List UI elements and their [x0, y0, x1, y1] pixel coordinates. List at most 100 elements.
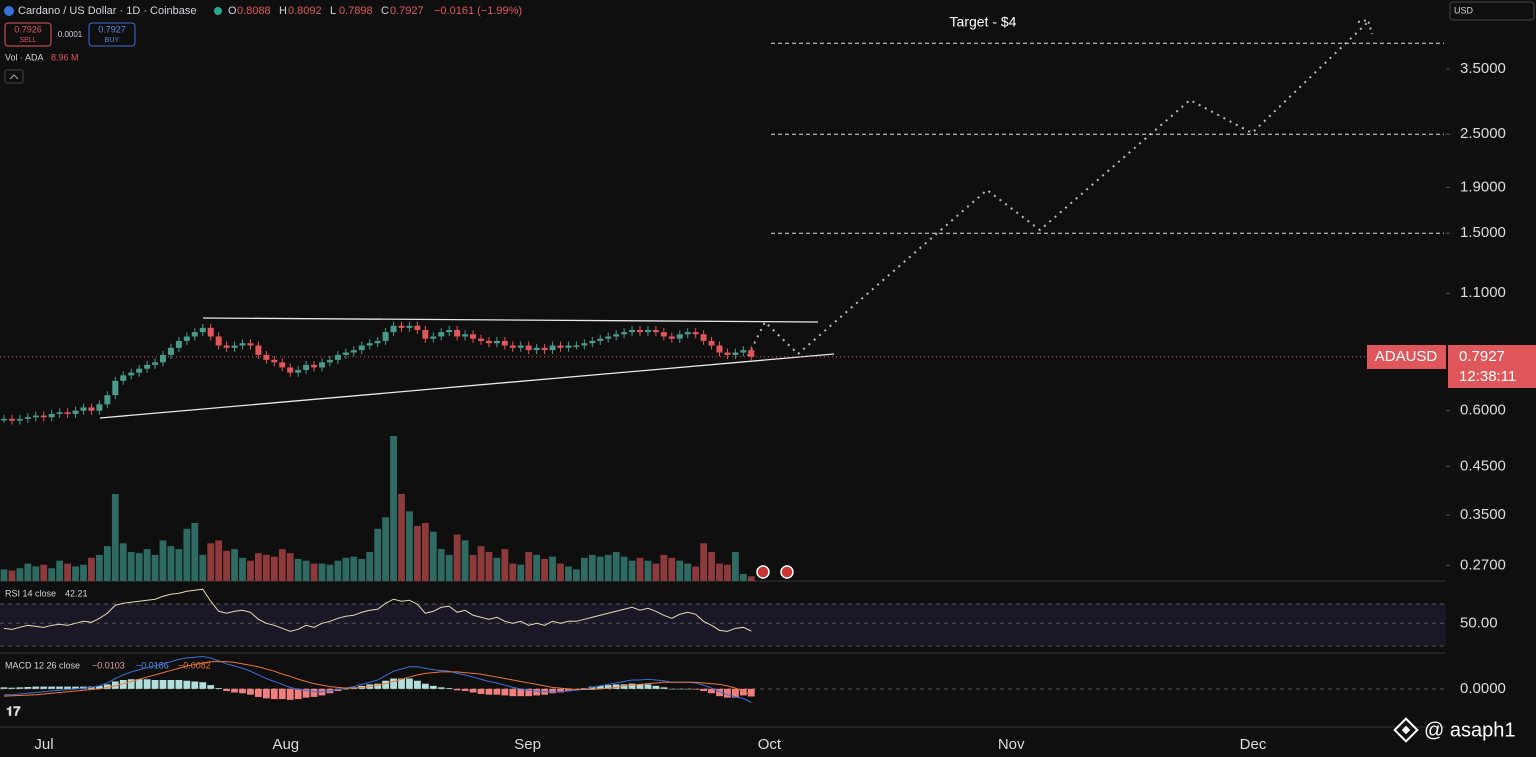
macd-histogram-bar	[477, 688, 485, 694]
macd-histogram-bar	[509, 688, 517, 697]
volume-bar	[167, 546, 175, 581]
volume-bar	[747, 576, 755, 581]
volume-bar	[103, 546, 111, 581]
macd-histogram-bar	[270, 688, 278, 700]
symbol-icon	[4, 6, 14, 16]
macd-histogram-bar	[207, 685, 215, 689]
candle-body	[247, 343, 254, 346]
candle-body	[88, 407, 95, 411]
macd-histogram-bar	[732, 688, 739, 698]
volume-bar	[660, 554, 668, 581]
collapse-button[interactable]	[4, 69, 24, 84]
candle-body	[303, 364, 310, 371]
macd-histogram-bar	[24, 686, 32, 689]
buy-button[interactable]	[88, 22, 136, 47]
volume-bar	[668, 557, 676, 581]
candle-body	[493, 340, 500, 344]
ohlc-key: L	[330, 5, 336, 17]
macd-histogram-bar	[175, 680, 183, 689]
volume-bar	[485, 552, 493, 581]
rsi-line	[3, 588, 752, 632]
currency-box[interactable]	[1449, 1, 1535, 21]
resistance-line	[202, 317, 819, 323]
macd-histogram-bar	[716, 688, 723, 697]
volume-bar	[684, 563, 692, 581]
candle-body	[215, 336, 222, 346]
macd-histogram-bar	[294, 688, 302, 700]
candle-body	[549, 345, 556, 351]
macd-histogram-bar	[32, 686, 40, 689]
candle-body	[1, 418, 7, 421]
volume-bar	[255, 553, 262, 581]
macd-histogram-bar	[461, 688, 469, 692]
candle-body	[175, 340, 182, 348]
volume-bar	[151, 554, 159, 581]
volume-bar	[493, 557, 501, 581]
price-tag-symbol: ADAUSD	[1375, 348, 1438, 365]
volume-bar	[24, 563, 32, 581]
volume-bar	[72, 566, 79, 581]
ohlc-value: 0.8088	[237, 5, 271, 17]
rsi-tick-label: 50.00	[1460, 614, 1498, 631]
candle-body	[382, 332, 389, 341]
volume-bar	[620, 556, 628, 581]
candle-body	[708, 340, 715, 346]
candle-body	[406, 325, 413, 328]
volume-bar	[342, 557, 350, 581]
candle-body	[629, 329, 636, 333]
candle-body	[589, 340, 596, 344]
volume-bar	[716, 563, 723, 581]
candle-body	[597, 338, 604, 341]
candle-body	[112, 380, 119, 396]
candle-body	[350, 350, 357, 353]
macd-histogram-bar	[0, 687, 8, 689]
volume-bar	[533, 554, 541, 581]
candle-body	[279, 362, 286, 368]
volume-bar	[48, 568, 56, 581]
candle-body	[104, 395, 111, 405]
volume-bar	[0, 569, 8, 581]
volume-bar	[565, 566, 572, 581]
macd-histogram-bar	[310, 688, 318, 697]
rsi-band	[0, 604, 1446, 646]
macd-histogram-bar	[414, 680, 421, 689]
macd-histogram-bar	[382, 680, 389, 689]
tv-logo: 𝟏𝟕	[6, 703, 21, 718]
x-tick-label: Jul	[34, 736, 53, 753]
candle-body	[430, 336, 437, 339]
candle-body	[311, 364, 318, 368]
candle-body	[358, 345, 365, 351]
volume-bar	[612, 552, 620, 581]
macd-histogram-bar	[660, 687, 668, 689]
volume-bar	[628, 560, 636, 581]
macd-histogram-bar	[724, 688, 731, 698]
macd-histogram-bar	[64, 686, 71, 689]
macd-histogram-bar	[469, 688, 477, 693]
volume-bar	[119, 543, 127, 581]
collapse-icon	[9, 74, 19, 80]
macd-histogram-bar	[56, 686, 64, 689]
volume-bar	[223, 550, 230, 581]
y-tick-label: 2.5000	[1460, 125, 1506, 142]
candle-body	[366, 343, 373, 346]
macd-histogram-bar	[708, 688, 715, 694]
macd-histogram-bar	[247, 688, 254, 695]
macd-histogram-bar	[692, 688, 700, 690]
candle-body	[732, 352, 739, 355]
y-tick-label: 0.4500	[1460, 457, 1506, 474]
change: −0.0161 (−1.99%)	[434, 5, 522, 17]
target-annotation: Target - $4	[950, 14, 1017, 30]
macd-histogram-bar	[72, 686, 79, 689]
macd-histogram-bar	[684, 688, 692, 690]
macd-histogram-bar	[652, 685, 660, 689]
macd-histogram-bar	[533, 688, 541, 696]
macd-histogram-bar	[111, 681, 119, 689]
volume-label: Vol · ADA	[5, 52, 44, 62]
volume-bar	[40, 564, 48, 581]
macd-histogram-bar	[278, 688, 286, 700]
volume-bar	[199, 554, 207, 581]
volume-bar	[143, 549, 151, 581]
macd-histogram-bar	[525, 688, 533, 697]
sell-button[interactable]	[4, 22, 52, 47]
